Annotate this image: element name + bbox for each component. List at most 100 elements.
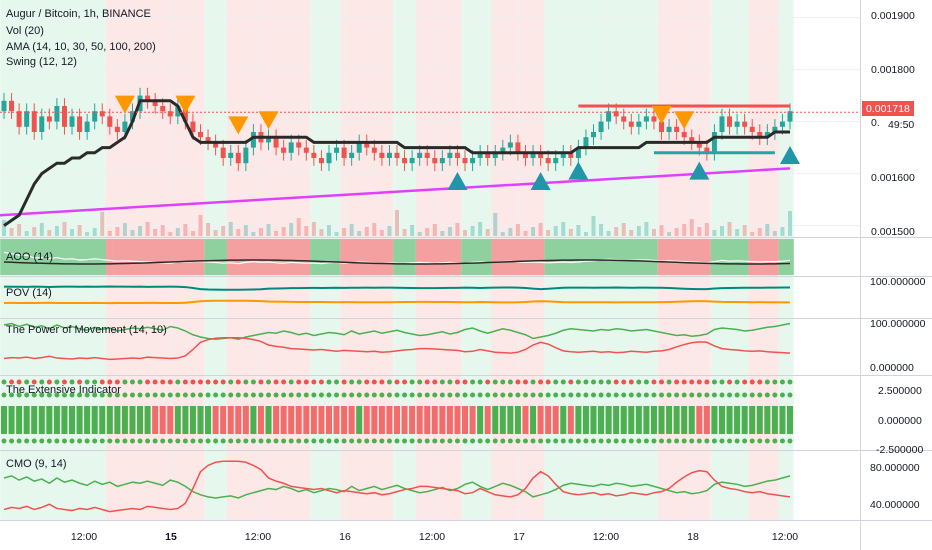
price-tick: 0.001600 bbox=[871, 172, 915, 184]
ext-dot-mid bbox=[553, 392, 559, 398]
ext-dot-top bbox=[1, 379, 7, 385]
ext-dot-top bbox=[84, 379, 90, 385]
ext-dot-mid bbox=[681, 392, 687, 398]
price-tick: 0. bbox=[871, 117, 880, 129]
pom-line-red bbox=[3, 337, 791, 361]
ext-bar bbox=[764, 406, 771, 434]
ext-dot-bottom bbox=[167, 438, 173, 444]
indicator-swing-label[interactable]: Swing (12, 12) bbox=[6, 56, 77, 68]
ext-dot-bottom bbox=[643, 438, 649, 444]
ext-bar bbox=[303, 406, 310, 434]
ext-dot-bottom bbox=[379, 438, 385, 444]
ext-dot-mid bbox=[152, 392, 158, 398]
ext-dot-top bbox=[250, 379, 256, 385]
candle-body bbox=[409, 158, 415, 164]
cmo-line-red bbox=[3, 460, 791, 513]
ext-dot-bottom bbox=[734, 438, 740, 444]
indicator-vol-label[interactable]: Vol (20) bbox=[6, 25, 44, 37]
ext-dot-bottom bbox=[787, 438, 793, 444]
ext-bar bbox=[189, 406, 196, 434]
ext-bar bbox=[8, 406, 15, 434]
ext-dot-bottom bbox=[727, 438, 733, 444]
volume-bar bbox=[236, 229, 241, 236]
ext-dot-bottom bbox=[24, 438, 30, 444]
candle-body bbox=[560, 152, 566, 158]
ext-dot-top bbox=[553, 379, 559, 385]
ext-dot-top bbox=[696, 379, 702, 385]
ext-dot-top bbox=[371, 379, 377, 385]
ext-dot-bottom bbox=[432, 438, 438, 444]
ext-dot-mid bbox=[175, 392, 181, 398]
candle-body bbox=[447, 152, 453, 158]
ext-dot-bottom bbox=[243, 438, 249, 444]
ext-dot-mid bbox=[575, 392, 581, 398]
volume-bar bbox=[85, 232, 90, 236]
pane-title-pom[interactable]: The Power of Movement (14, 10) bbox=[6, 324, 167, 336]
ext-dot-top bbox=[719, 379, 725, 385]
volume-bar bbox=[342, 228, 347, 236]
ext-dot-top bbox=[303, 379, 309, 385]
price-axis[interactable]: 0.001900 0.001800 0. 0.001600 0.001500 0… bbox=[862, 10, 915, 238]
pov-line-orange bbox=[3, 299, 791, 305]
ext-dot-bottom bbox=[485, 438, 491, 444]
ext-dot-top bbox=[266, 379, 272, 385]
ext-dot-mid bbox=[719, 392, 725, 398]
ext-dot-mid bbox=[258, 392, 264, 398]
indicator-ama-label[interactable]: AMA (14, 10, 30, 50, 100, 200) bbox=[6, 41, 156, 53]
ext-dot-mid bbox=[107, 392, 113, 398]
ext-dot-mid bbox=[69, 392, 75, 398]
ext-dot-bottom bbox=[152, 438, 158, 444]
pane-title-pov[interactable]: POV (14) bbox=[6, 287, 52, 299]
volume-bar bbox=[727, 222, 732, 236]
ext-bar bbox=[658, 406, 665, 434]
candle-body bbox=[205, 137, 211, 143]
candle-body bbox=[9, 100, 15, 112]
ext-dot-mid bbox=[341, 392, 347, 398]
volume-bar bbox=[606, 231, 611, 236]
pane-title-cmo[interactable]: CMO (9, 14) bbox=[6, 458, 67, 470]
volume-bar bbox=[311, 222, 316, 236]
ext-dot-mid bbox=[198, 392, 203, 398]
ext-bar bbox=[129, 406, 136, 434]
ext-dot-top bbox=[500, 379, 506, 385]
volume-bar bbox=[364, 227, 369, 236]
pane-title-aoo[interactable]: AOO (14) bbox=[6, 251, 53, 263]
candle-body bbox=[704, 147, 710, 153]
ext-bar bbox=[152, 406, 159, 434]
price-tick: 0.001900 bbox=[871, 10, 915, 22]
ext-dot-bottom bbox=[107, 438, 113, 444]
ext-dot-bottom bbox=[477, 438, 483, 444]
volume-bar bbox=[319, 229, 324, 236]
swing-line-layer bbox=[0, 167, 791, 217]
ext-bar bbox=[38, 406, 45, 434]
ext-bar bbox=[439, 406, 446, 434]
ext-bar bbox=[227, 406, 234, 434]
ext-dot-top bbox=[439, 379, 445, 385]
ext-bar bbox=[409, 406, 416, 434]
ext-bar bbox=[605, 406, 612, 434]
ext-dot-bottom bbox=[674, 438, 680, 444]
ext-dot-bottom bbox=[145, 438, 151, 444]
pane-title-ext[interactable]: The Extensive Indicator bbox=[6, 384, 121, 396]
ext-bar bbox=[174, 406, 181, 434]
ext-dot-mid bbox=[84, 392, 90, 398]
ext-dot-mid bbox=[402, 392, 408, 398]
ext-bar bbox=[522, 406, 529, 434]
candle-body bbox=[424, 152, 430, 158]
ext-dot-mid bbox=[477, 392, 483, 398]
volume-bar bbox=[122, 223, 127, 236]
ext-dot-top bbox=[364, 379, 370, 385]
time-axis[interactable]: 12:00 15 12:00 16 12:00 17 12:00 18 12:00 bbox=[71, 531, 798, 543]
ext-bar bbox=[356, 406, 363, 434]
ext-dot-top bbox=[628, 379, 634, 385]
ext-dot-mid bbox=[772, 392, 778, 398]
symbol-title[interactable]: Augur / Bitcoin, 1h, BINANCE bbox=[6, 8, 151, 20]
ext-dot-mid bbox=[764, 392, 770, 398]
volume-bar bbox=[198, 215, 203, 236]
volume-bar bbox=[387, 226, 392, 236]
buy-signal-marker bbox=[530, 172, 551, 190]
ext-dot-bottom bbox=[583, 438, 589, 444]
ext-dot-mid bbox=[727, 392, 733, 398]
ext-tick: 0.000000 bbox=[878, 415, 922, 427]
